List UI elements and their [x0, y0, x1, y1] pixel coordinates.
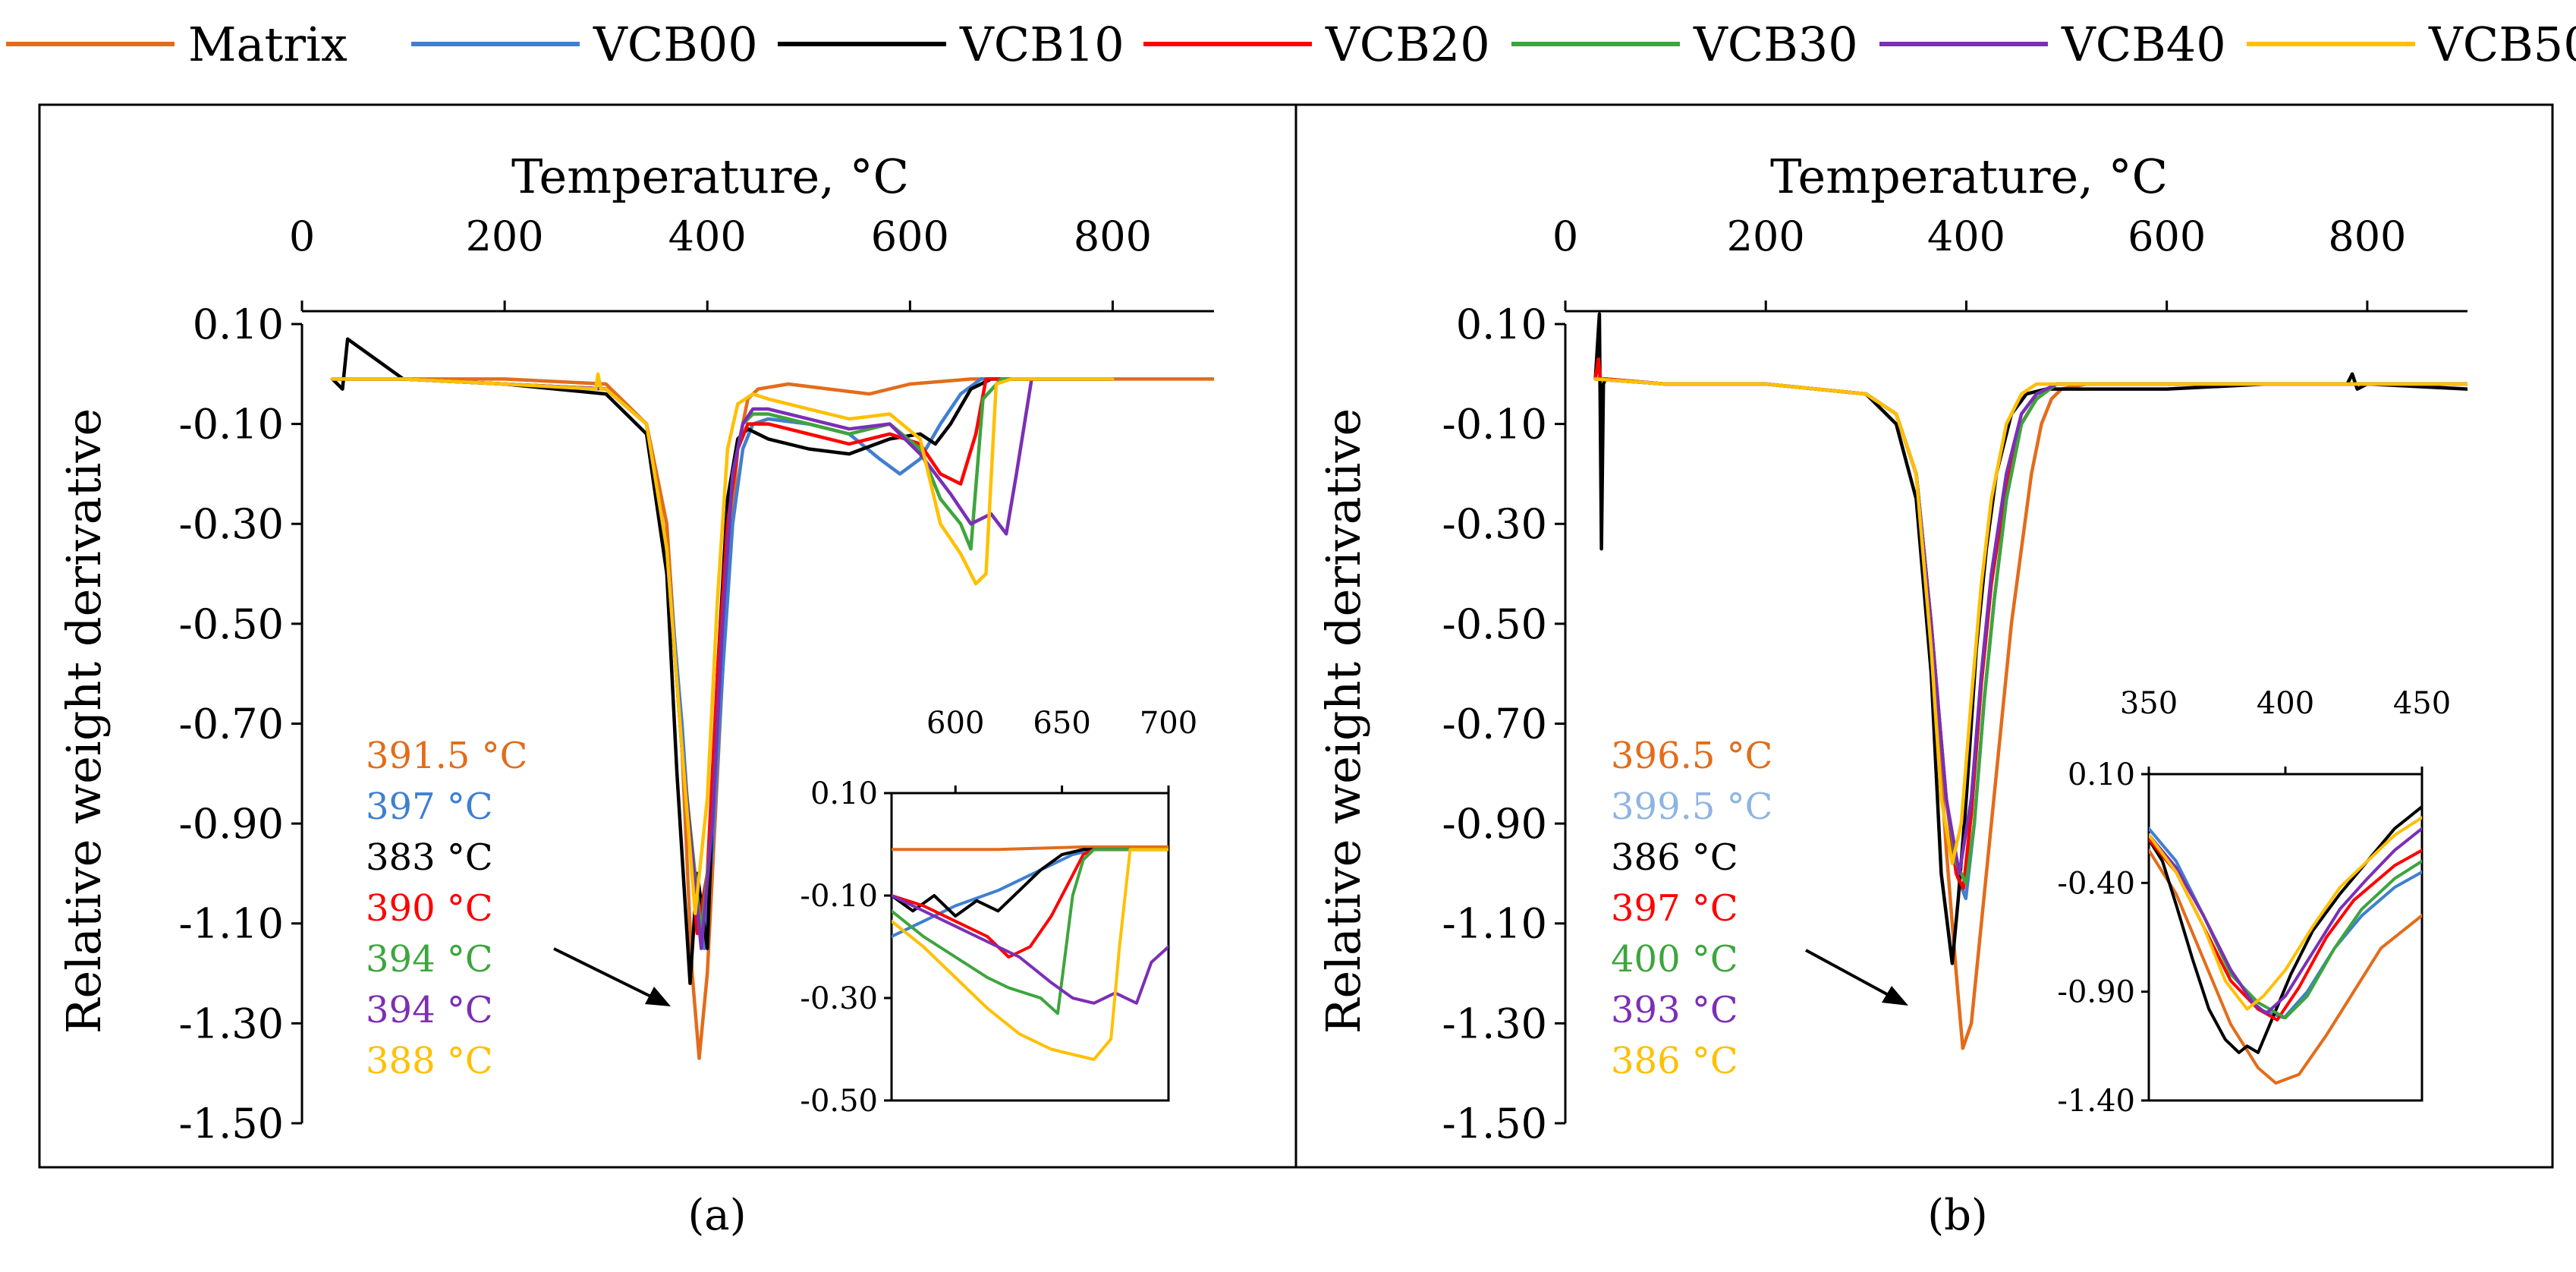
panel-a-y-tick-label: -0.90 — [179, 800, 284, 848]
panel-a-y-tick-label: -1.30 — [179, 1000, 284, 1047]
legend-label-matrix: Matrix — [188, 17, 348, 72]
panel-b-x-tick-label: 0 — [1552, 213, 1578, 260]
panel-b-inset-series-vcb50 — [2149, 816, 2422, 1011]
panel-a-peak-annotation: 391.5 °C — [366, 735, 527, 777]
legend: Matrix VCB00 VCB10 VCB20 VCB30 VCB40 VCB50 — [6, 17, 2576, 72]
legend-label-vcb00: VCB00 — [593, 17, 758, 72]
panel-b-inset-x-tick-label: 450 — [2393, 686, 2451, 721]
panel-a-inset-series-vcb10 — [892, 848, 1168, 918]
panel-a-peak-annotation: 394 °C — [366, 989, 493, 1031]
panel-a-inset-series-matrix — [892, 845, 1168, 852]
legend-label-vcb20: VCB20 — [1325, 17, 1490, 72]
panel-b-inset-series-vcb10 — [2149, 805, 2422, 1054]
panel-a-arrow — [553, 947, 671, 1006]
panel-b-x-tick-label: 400 — [1927, 213, 2005, 260]
panel-a-y-tick-label: 0.10 — [193, 301, 284, 348]
panel-a-x-tick-label: 800 — [1074, 213, 1152, 260]
panel-b-inset-y-tick-label: -0.90 — [2057, 975, 2135, 1010]
legend-label-vcb40: VCB40 — [2061, 17, 2226, 72]
panel-a-ylabel: Relative weight derivative — [56, 408, 112, 1034]
panel-b-label: (b) — [1927, 1191, 1988, 1240]
panel-a-inset-y-tick-label: -0.10 — [800, 879, 878, 914]
panel-a-inset: 0.10 -0.10 -0.30 -0.50 600 650 700 — [800, 706, 1197, 1119]
panel-a-y-tick-label: -0.70 — [179, 700, 284, 748]
panel-a-y-tick-label: -0.30 — [179, 500, 284, 548]
panel-a-x-tick-label: 600 — [871, 213, 949, 260]
panel-b-x-tick-label: 600 — [2128, 213, 2206, 260]
panel-b-ylabel: Relative weight derivative — [1316, 408, 1371, 1034]
panel-b-peak-annotation: 399.5 °C — [1611, 786, 1772, 828]
panel-b-y-tick-label: -0.90 — [1442, 800, 1547, 848]
panel-b-xlabel: Temperature, °C — [1770, 149, 2168, 204]
panel-a-inset-x-tick-label: 600 — [926, 706, 984, 741]
panel-b-inset-x-tick-label: 400 — [2257, 686, 2314, 721]
panel-b-frame — [1294, 103, 2554, 1169]
panel-b-inset-y-tick-label: -1.40 — [2057, 1084, 2135, 1119]
panel-a-y-tick-label: -0.50 — [179, 600, 284, 648]
legend-label-vcb50: VCB50 — [2428, 17, 2576, 72]
panel-b-peak-annotation: 396.5 °C — [1611, 735, 1772, 777]
panel-b-y-tick-label: -0.50 — [1442, 600, 1547, 648]
panel-b-y-tick-label: -1.30 — [1442, 1000, 1547, 1047]
panel-a-main-series-vcb50 — [330, 372, 1115, 915]
panel-a-y-tick-label: -1.10 — [179, 900, 284, 948]
panel-b-chart: 0.10 -0.10 -0.30 -0.50 -0.70 -0.90 -1.10 -1.30 -… — [1442, 213, 2467, 1148]
panel-b-inset-frame — [2147, 773, 2423, 1102]
panel-b-peak-annotation: 386 °C — [1611, 1040, 1738, 1082]
panel-b-inset-x-tick-label: 350 — [2120, 686, 2178, 721]
panel-a-peak-annotation: 394 °C — [366, 938, 493, 981]
panel-a-inset-y-tick-label: 0.10 — [810, 776, 878, 811]
panel-a-x-tick-label: 400 — [668, 213, 747, 260]
panel-a-inset-x-tick-label: 650 — [1033, 706, 1090, 741]
panel-b-inset-series-matrix — [2149, 849, 2422, 1085]
panel-b-inset-y-tick-label: 0.10 — [2068, 757, 2135, 792]
panel-a-xlabel: Temperature, °C — [511, 149, 909, 204]
panel-b-inset-y-tick-label: -0.40 — [2057, 866, 2135, 901]
panel-b-main-series-vcb50 — [1593, 377, 2467, 866]
legend-label-vcb30: VCB30 — [1693, 17, 1858, 72]
panel-b-inset-series-vcb40 — [2149, 826, 2422, 1015]
legend-label-vcb10: VCB10 — [959, 17, 1124, 72]
panel-b-inset: 0.10 -0.40 -0.90 -1.40 350 400 450 — [2057, 686, 2451, 1119]
panel-a-chart: 0.10 -0.10 -0.30 -0.50 -0.70 -0.90 -1.10 -1.30 -… — [179, 213, 1214, 1148]
panel-b-y-tick-label: 0.10 — [1456, 301, 1547, 348]
panel-a-y-tick-label: -0.10 — [179, 401, 284, 449]
panel-a-label: (a) — [687, 1191, 746, 1240]
panel-a-inset-y-tick-label: -0.50 — [800, 1084, 878, 1119]
panel-b-y-tick-label: -0.70 — [1442, 700, 1547, 748]
panel-b-y-tick-label: -0.30 — [1442, 500, 1547, 548]
panel-a-peak-annotation: 390 °C — [366, 887, 493, 930]
panel-a-inset-series-vcb20 — [892, 848, 1168, 959]
panel-b-x-tick-label: 200 — [1727, 213, 1805, 260]
panel-a-x-tick-label: 0 — [289, 213, 315, 260]
panel-a-peak-annotation: 388 °C — [366, 1040, 493, 1082]
panel-b-y-tick-label: -1.50 — [1442, 1100, 1547, 1148]
panel-a-peak-annotation: 397 °C — [366, 786, 493, 828]
panel-a-inset-series-vcb30 — [892, 848, 1168, 1015]
panel-b-peak-annotation: 393 °C — [1611, 989, 1738, 1031]
panel-a-peak-annotation: 383 °C — [366, 836, 493, 879]
panel-b-x-tick-label: 800 — [2328, 213, 2406, 260]
panel-b-y-tick-label: -1.10 — [1442, 900, 1547, 948]
panel-a-inset-y-tick-label: -0.30 — [800, 981, 878, 1016]
panel-a-inset-x-tick-label: 700 — [1140, 706, 1197, 741]
panel-a-inset-series-vcb40 — [892, 894, 1168, 1005]
panel-b-arrow — [1805, 949, 1908, 1006]
panel-b-peak-annotation: 400 °C — [1611, 938, 1738, 981]
panel-b-peak-annotation: 386 °C — [1611, 836, 1738, 879]
panel-a-inset-series-vcb50 — [892, 848, 1168, 1061]
panel-a-x-tick-label: 200 — [466, 213, 544, 260]
panel-b-y-tick-label: -0.10 — [1442, 401, 1547, 449]
panel-b-peak-annotation: 397 °C — [1611, 887, 1738, 930]
panel-a-y-tick-label: -1.50 — [179, 1100, 284, 1148]
